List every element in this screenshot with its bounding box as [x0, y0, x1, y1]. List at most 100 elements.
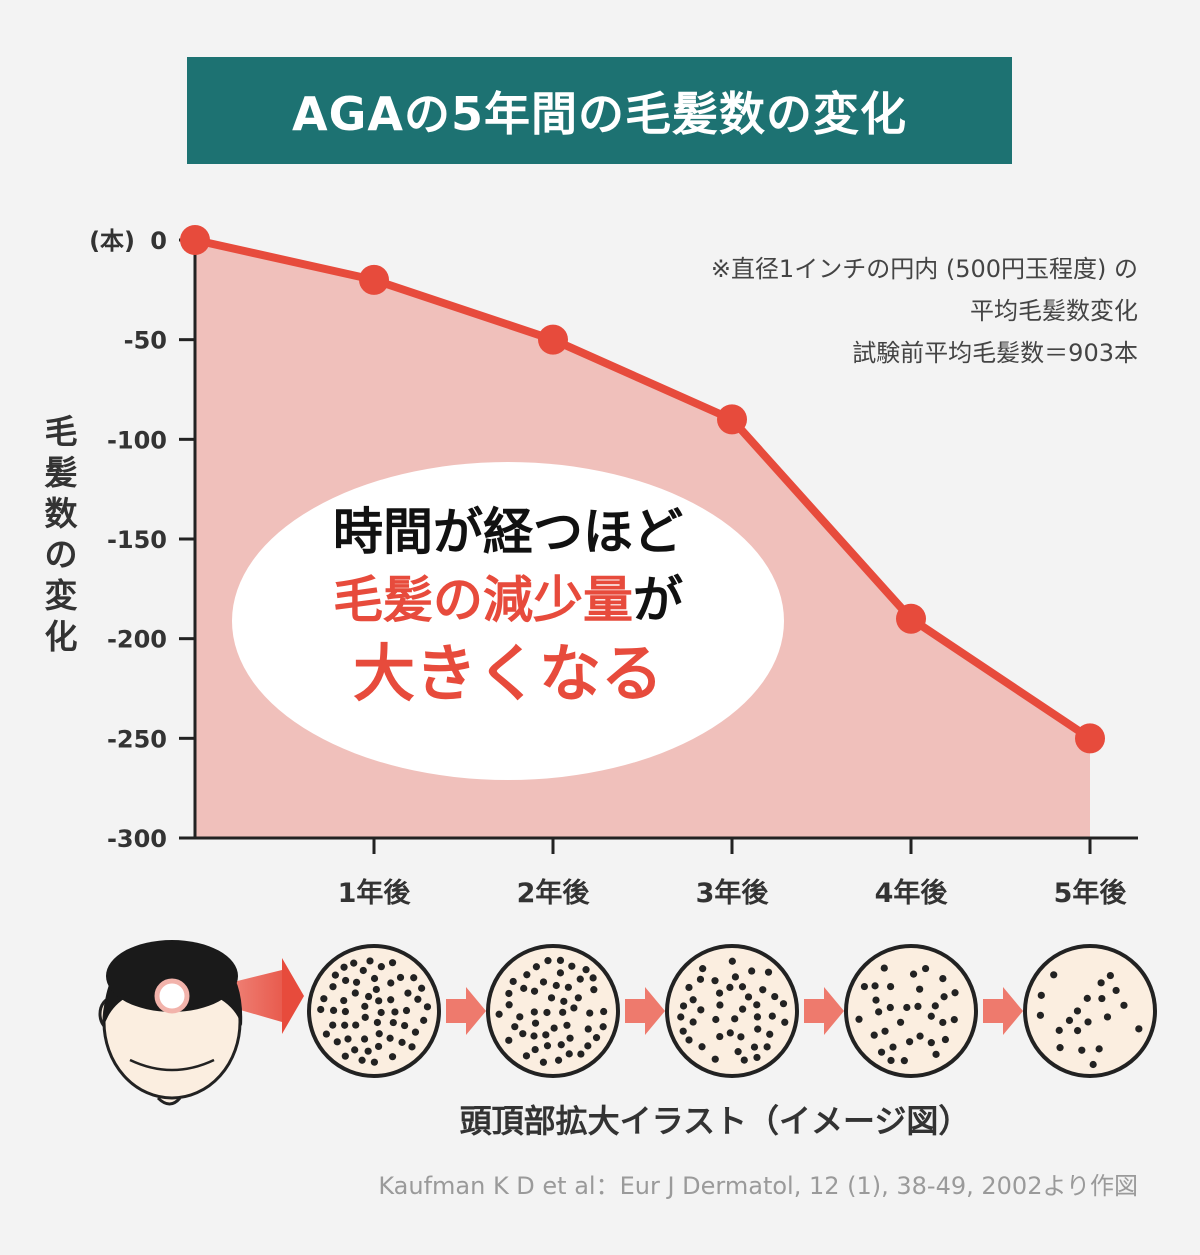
hair-follicle-dot — [1112, 986, 1120, 995]
hair-follicle-dot — [715, 989, 724, 997]
hair-follicle-dot — [360, 1035, 369, 1043]
hair-follicle-dot — [927, 1039, 935, 1047]
hair-follicle-dot — [906, 1038, 914, 1046]
arrow-right-icon — [983, 987, 1023, 1035]
hair-follicle-dot — [753, 1001, 761, 1009]
hair-follicle-dot — [564, 983, 572, 991]
scalp-magnified-circle — [1023, 944, 1157, 1078]
hair-follicle-dot — [505, 1001, 513, 1009]
hair-follicle-dot — [1050, 971, 1058, 979]
y-axis-label-char: 数 — [44, 493, 78, 533]
hair-follicle-dot — [1073, 1026, 1082, 1035]
hair-follicle-dot — [519, 1030, 527, 1038]
hair-follicle-dot — [563, 1021, 571, 1029]
arrow-right-icon — [625, 987, 665, 1035]
callout-line-1: 時間が経つほど — [333, 503, 683, 561]
hair-follicle-dot — [531, 1045, 539, 1054]
hair-follicle-dot — [1036, 1011, 1045, 1019]
hair-follicle-dot — [900, 1057, 908, 1065]
hair-follicle-dot — [370, 1058, 378, 1066]
hair-follicle-dot — [386, 1034, 394, 1042]
hair-follicle-dot — [530, 987, 539, 995]
hair-follicle-dot — [586, 1009, 594, 1017]
hair-follicle-dot — [887, 1056, 895, 1065]
y-tick-label: -300 — [107, 825, 167, 853]
hair-follicle-dot — [880, 964, 888, 972]
hair-follicle-dot — [600, 1007, 608, 1016]
hair-follicle-dot — [716, 1032, 724, 1041]
hair-follicle-dot — [543, 1042, 552, 1050]
hair-follicle-dot — [364, 992, 373, 1001]
hair-follicle-dot — [404, 989, 412, 997]
hair-follicle-dot — [1098, 994, 1106, 1003]
x-tick-label: 1年後 — [338, 877, 412, 909]
hair-follicle-dot — [734, 1048, 742, 1056]
hair-follicle-dot — [731, 1015, 739, 1023]
hair-follicle-dot — [599, 1023, 607, 1031]
chart-title-banner: AGAの5年間の毛髪数の変化 — [187, 57, 1012, 164]
hair-follicle-dot — [344, 1035, 352, 1043]
hair-follicle-dot — [372, 985, 380, 994]
hair-follicle-dot — [554, 1056, 563, 1064]
hair-follicle-dot — [340, 963, 348, 971]
hair-follicle-dot — [766, 1030, 774, 1038]
hair-follicle-dot — [560, 997, 568, 1005]
hair-follicle-dot — [916, 985, 924, 993]
hair-follicle-dot — [366, 957, 374, 965]
data-point — [538, 324, 568, 355]
hair-follicle-dot — [1097, 979, 1105, 987]
hair-follicle-dot — [317, 1005, 325, 1014]
hair-follicle-dot — [543, 1008, 551, 1017]
data-point — [359, 264, 389, 295]
note-line-3: 試験前平均毛髪数＝903本 — [852, 339, 1138, 367]
hair-follicle-dot — [516, 1013, 524, 1021]
hair-follicle-dot — [744, 993, 753, 1001]
arrow-right-icon — [446, 987, 486, 1035]
hair-follicle-dot — [771, 992, 779, 1001]
hair-follicle-dot — [520, 984, 528, 992]
hair-follicle-dot — [1083, 994, 1091, 1002]
hair-follicle-dot — [544, 957, 552, 965]
x-tick-label: 4年後 — [875, 877, 949, 909]
hair-follicle-dot — [523, 971, 531, 979]
hair-follicle-dot — [568, 962, 576, 970]
hair-follicle-dot — [565, 1050, 573, 1058]
hair-follicle-dot — [375, 1030, 383, 1038]
hair-follicle-dot — [552, 981, 560, 990]
hair-follicle-dot — [927, 1012, 935, 1020]
hair-follicle-dot — [322, 1030, 330, 1038]
hair-follicle-dot — [574, 994, 582, 1002]
hair-follicle-dot — [370, 974, 379, 983]
hair-follicle-dot — [685, 983, 693, 992]
y-tick-label: -100 — [107, 426, 167, 454]
hair-follicle-dot — [423, 1003, 432, 1011]
hair-follicle-dot — [542, 1031, 550, 1039]
hair-follicle-dot — [522, 1052, 531, 1060]
hair-follicle-dot — [350, 959, 358, 967]
hair-follicle-dot — [896, 1018, 905, 1026]
hair-follicle-dot — [940, 993, 948, 1001]
hair-follicle-dot — [711, 977, 719, 985]
hair-follicle-dot — [505, 1036, 513, 1044]
hair-follicle-dot — [764, 968, 773, 976]
hair-follicle-dot — [341, 1007, 350, 1016]
y-axis-label-char: 化 — [44, 616, 78, 656]
hair-follicle-dot — [566, 1034, 574, 1042]
hair-follicle-dot — [388, 959, 397, 967]
hair-follicle-dot — [1084, 1018, 1092, 1026]
hair-follicle-dot — [1135, 1025, 1143, 1033]
hair-follicle-dot — [759, 986, 767, 994]
hair-follicle-dot — [398, 1038, 406, 1046]
hair-follicle-dot — [950, 1016, 958, 1024]
hair-follicle-dot — [916, 1032, 924, 1040]
hair-follicle-dot — [781, 1018, 789, 1026]
chart-note: ※直径1インチの円内 (500円玉程度) の 平均毛髪数変化 試験前平均毛髪数＝… — [518, 248, 1138, 374]
callout-text: 時間が経つほど 毛髪の減少量が 大きくなる — [232, 498, 784, 714]
callout-line-2-tail: が — [633, 571, 683, 629]
hair-follicle-dot — [373, 1018, 382, 1027]
hair-follicle-dot — [592, 1034, 601, 1042]
hair-follicle-dot — [716, 1001, 724, 1009]
callout-ellipse — [232, 462, 784, 780]
hair-follicle-dot — [939, 974, 947, 983]
hair-follicle-dot — [329, 1006, 338, 1015]
